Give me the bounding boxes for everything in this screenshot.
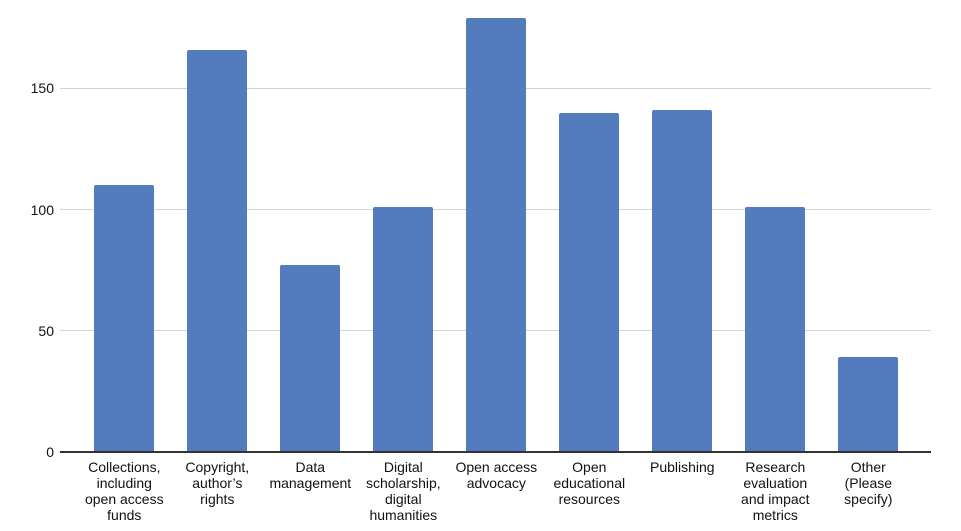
bar: [652, 110, 713, 452]
y-axis-tick-label: 0: [46, 444, 54, 460]
x-axis-tick-label: Copyright, author’s rights: [185, 459, 250, 507]
bar: [466, 18, 527, 452]
x-axis-line: [60, 451, 931, 453]
x-axis-tick-label: Publishing: [649, 459, 715, 475]
x-axis-tick-label: Collections, including open access funds: [84, 459, 164, 523]
x-axis-tick-label: Open educational resources: [553, 459, 626, 507]
x-axis-tick-label: Other (Please specify): [844, 459, 893, 507]
bar: [187, 49, 248, 452]
bar: [745, 207, 806, 452]
bar: [280, 265, 341, 452]
x-axis-tick-label: Open access advocacy: [455, 459, 538, 491]
y-axis-tick-label: 50: [38, 322, 54, 339]
x-axis-tick-label: Data management: [269, 459, 352, 491]
bar: [838, 357, 899, 452]
x-axis-tick-label: Research evaluation and impact metrics: [741, 459, 810, 523]
x-axis-tick-label: Digital scholarship, digital humanities: [365, 459, 441, 523]
bar: [94, 185, 155, 452]
y-axis-tick-label: 100: [30, 201, 54, 218]
bar: [373, 207, 434, 452]
y-axis-tick-label: 150: [30, 80, 54, 97]
bar: [559, 112, 620, 452]
